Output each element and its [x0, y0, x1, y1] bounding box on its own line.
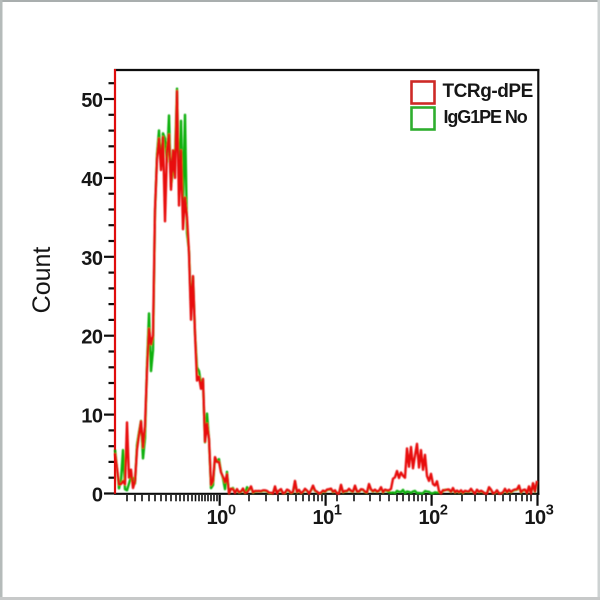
svg-text:TCRg-dPE: TCRg-dPE	[443, 81, 533, 102]
svg-text:10: 10	[524, 507, 546, 529]
svg-text:10: 10	[81, 406, 103, 428]
svg-text:0: 0	[228, 503, 236, 519]
svg-text:30: 30	[81, 248, 103, 270]
svg-text:10: 10	[207, 507, 229, 529]
svg-text:1: 1	[334, 503, 342, 519]
svg-text:40: 40	[81, 169, 103, 191]
svg-text:IgG1PE No: IgG1PE No	[444, 107, 528, 127]
svg-text:50: 50	[81, 90, 103, 112]
svg-text:2: 2	[440, 503, 448, 519]
svg-text:0: 0	[92, 485, 103, 507]
svg-text:10: 10	[418, 507, 440, 529]
svg-text:10: 10	[312, 507, 334, 529]
svg-text:Count: Count	[28, 247, 56, 314]
svg-text:3: 3	[546, 503, 554, 519]
svg-text:20: 20	[81, 327, 103, 349]
